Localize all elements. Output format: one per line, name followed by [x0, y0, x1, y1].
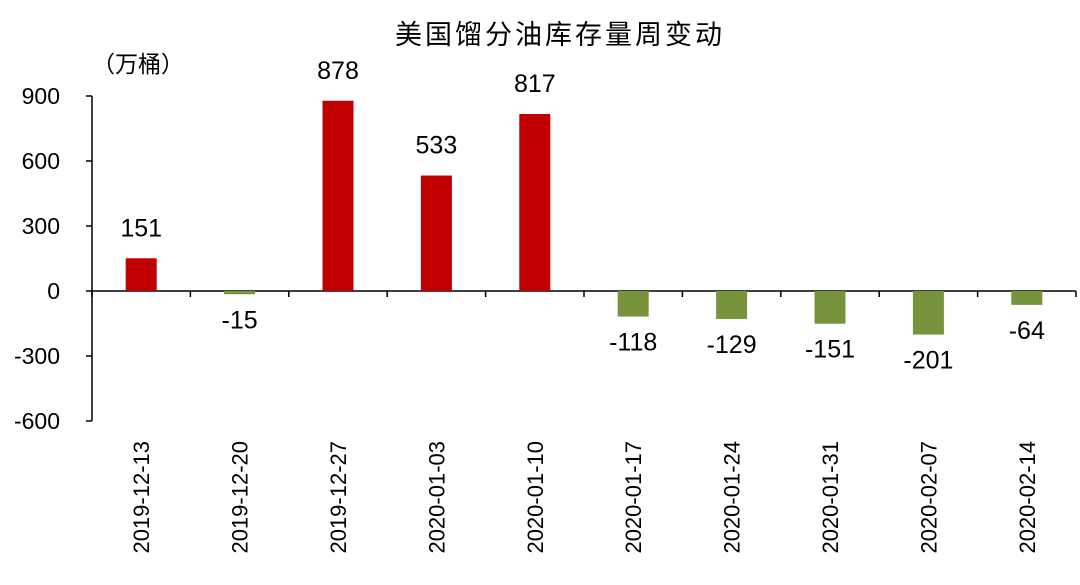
bar: [322, 100, 354, 292]
chart-title: 美国馏分油库存量周变动: [395, 20, 725, 50]
x-tick-label: 2019-12-27: [326, 441, 351, 554]
data-label: 533: [416, 132, 458, 160]
data-label: -201: [903, 347, 953, 375]
x-tick-label: 2020-02-07: [916, 441, 941, 554]
bar: [420, 175, 452, 291]
axes: [86, 95, 1077, 422]
bar: [519, 113, 551, 291]
data-label: -118: [609, 329, 657, 357]
y-tick-label: -600: [14, 408, 60, 434]
bar: [716, 291, 748, 319]
bar: [125, 258, 157, 291]
bar: [1011, 291, 1043, 305]
x-tick-label: 2019-12-20: [228, 441, 253, 554]
x-tick-label: 2020-01-31: [818, 441, 843, 554]
x-tick-label: 2020-02-14: [1015, 441, 1040, 554]
data-label: -129: [707, 331, 757, 359]
x-tick-label: 2020-01-03: [424, 441, 449, 554]
y-axis-unit-label: （万桶）: [92, 51, 184, 77]
y-tick-label: 900: [22, 83, 60, 109]
y-tick-label: 0: [47, 278, 60, 304]
x-tick-label: 2020-01-17: [621, 441, 646, 554]
data-label: -15: [222, 306, 258, 334]
y-tick-label: 600: [22, 148, 60, 174]
data-label: 878: [317, 57, 359, 85]
bar: [912, 291, 944, 335]
data-labels: 151 -15 878 533 817 -118 -129 -151 -201 -64: [120, 57, 1045, 375]
bar: [224, 291, 256, 295]
x-tick-label: 2020-01-24: [720, 441, 745, 554]
bar: [617, 291, 649, 317]
data-label: 151: [120, 214, 162, 242]
data-label: 817: [514, 70, 556, 98]
data-label: -151: [805, 336, 855, 364]
y-tick-label: -300: [14, 343, 60, 369]
x-tick-label: 2019-12-13: [129, 441, 154, 554]
data-label: -64: [1009, 317, 1045, 345]
tick-labels: 900 600 300 0 -300 -600 2019-12-13 2019-12-20 20…: [14, 83, 1040, 554]
x-tick-label: 2020-01-10: [523, 441, 548, 554]
bar: [814, 291, 846, 324]
y-tick-label: 300: [22, 213, 60, 239]
bars: [125, 100, 1043, 335]
